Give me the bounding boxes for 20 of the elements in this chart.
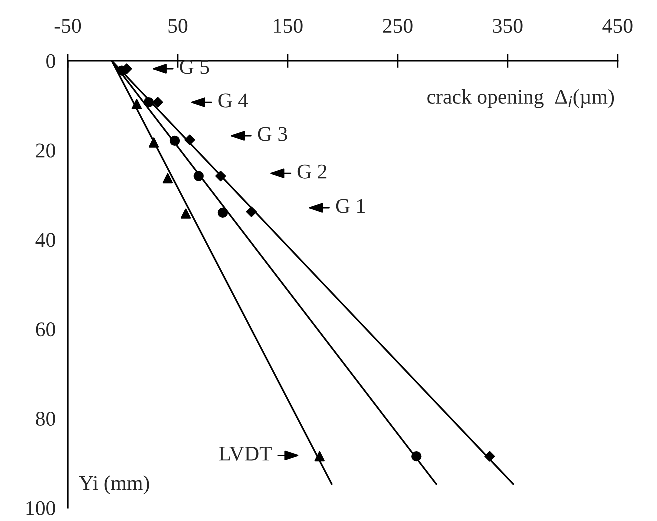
y-axis-title: Yi (mm)	[79, 476, 150, 495]
annotation: G 1	[336, 199, 365, 214]
x-tick-label: 350	[493, 19, 523, 34]
x-tick-label: 150	[274, 19, 303, 34]
x-tick-label: -50	[54, 19, 82, 34]
x-tick-label: 450	[602, 19, 633, 34]
x-tick-label: 250	[383, 19, 413, 34]
annotation: LVDT	[219, 447, 272, 461]
x-axis-title: crack opening Δ$_{i}$(µm)	[428, 89, 614, 108]
x-tick-label: 50	[168, 19, 188, 34]
annotation: G 4	[218, 94, 248, 108]
annotation: G 3	[258, 127, 288, 142]
y-tick-label: 0	[46, 54, 56, 68]
y-tick-label: 80	[36, 412, 56, 426]
y-tick-label: 60	[36, 322, 56, 337]
y-tick-label: 40	[36, 233, 56, 248]
annotation: G 5	[180, 60, 210, 74]
y-tick-label: 100	[26, 501, 56, 516]
y-tick-label: 20	[36, 144, 56, 158]
annotation: G 2	[298, 164, 327, 179]
